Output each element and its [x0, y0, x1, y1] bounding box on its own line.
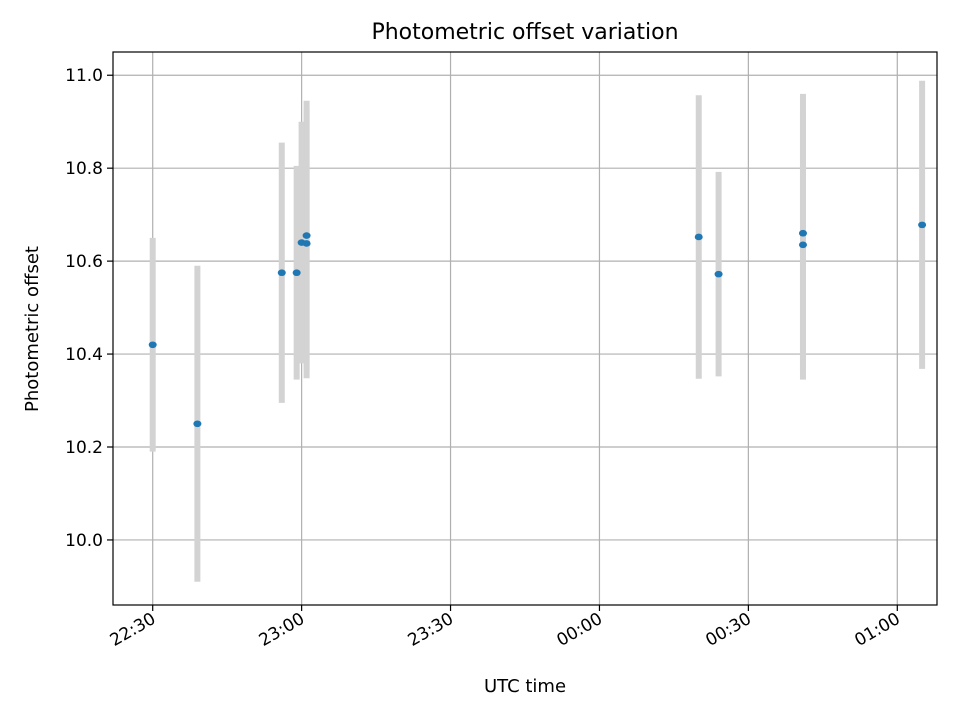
data-point [193, 420, 202, 428]
y-tick-label: 10.8 [65, 159, 103, 179]
y-tick-label: 11.0 [65, 66, 103, 86]
y-tick-label: 10.4 [65, 345, 103, 365]
data-point [148, 341, 157, 349]
data-point [292, 269, 301, 277]
y-tick-label: 10.2 [65, 438, 103, 458]
chart-title: Photometric offset variation [371, 20, 678, 45]
x-axis-label: UTC time [484, 676, 566, 697]
data-point [798, 229, 807, 237]
data-point [302, 232, 311, 239]
point-layer [148, 221, 927, 428]
data-point [918, 221, 927, 229]
data-point [277, 269, 286, 277]
y-axis-label: Photometric offset [22, 246, 43, 412]
plot-frame [112, 51, 938, 606]
data-point [798, 241, 807, 249]
data-point [714, 270, 723, 278]
y-tick-label: 10.6 [65, 252, 103, 272]
data-point [694, 233, 703, 241]
y-tick-label: 10.0 [65, 531, 103, 551]
data-point [302, 240, 311, 247]
